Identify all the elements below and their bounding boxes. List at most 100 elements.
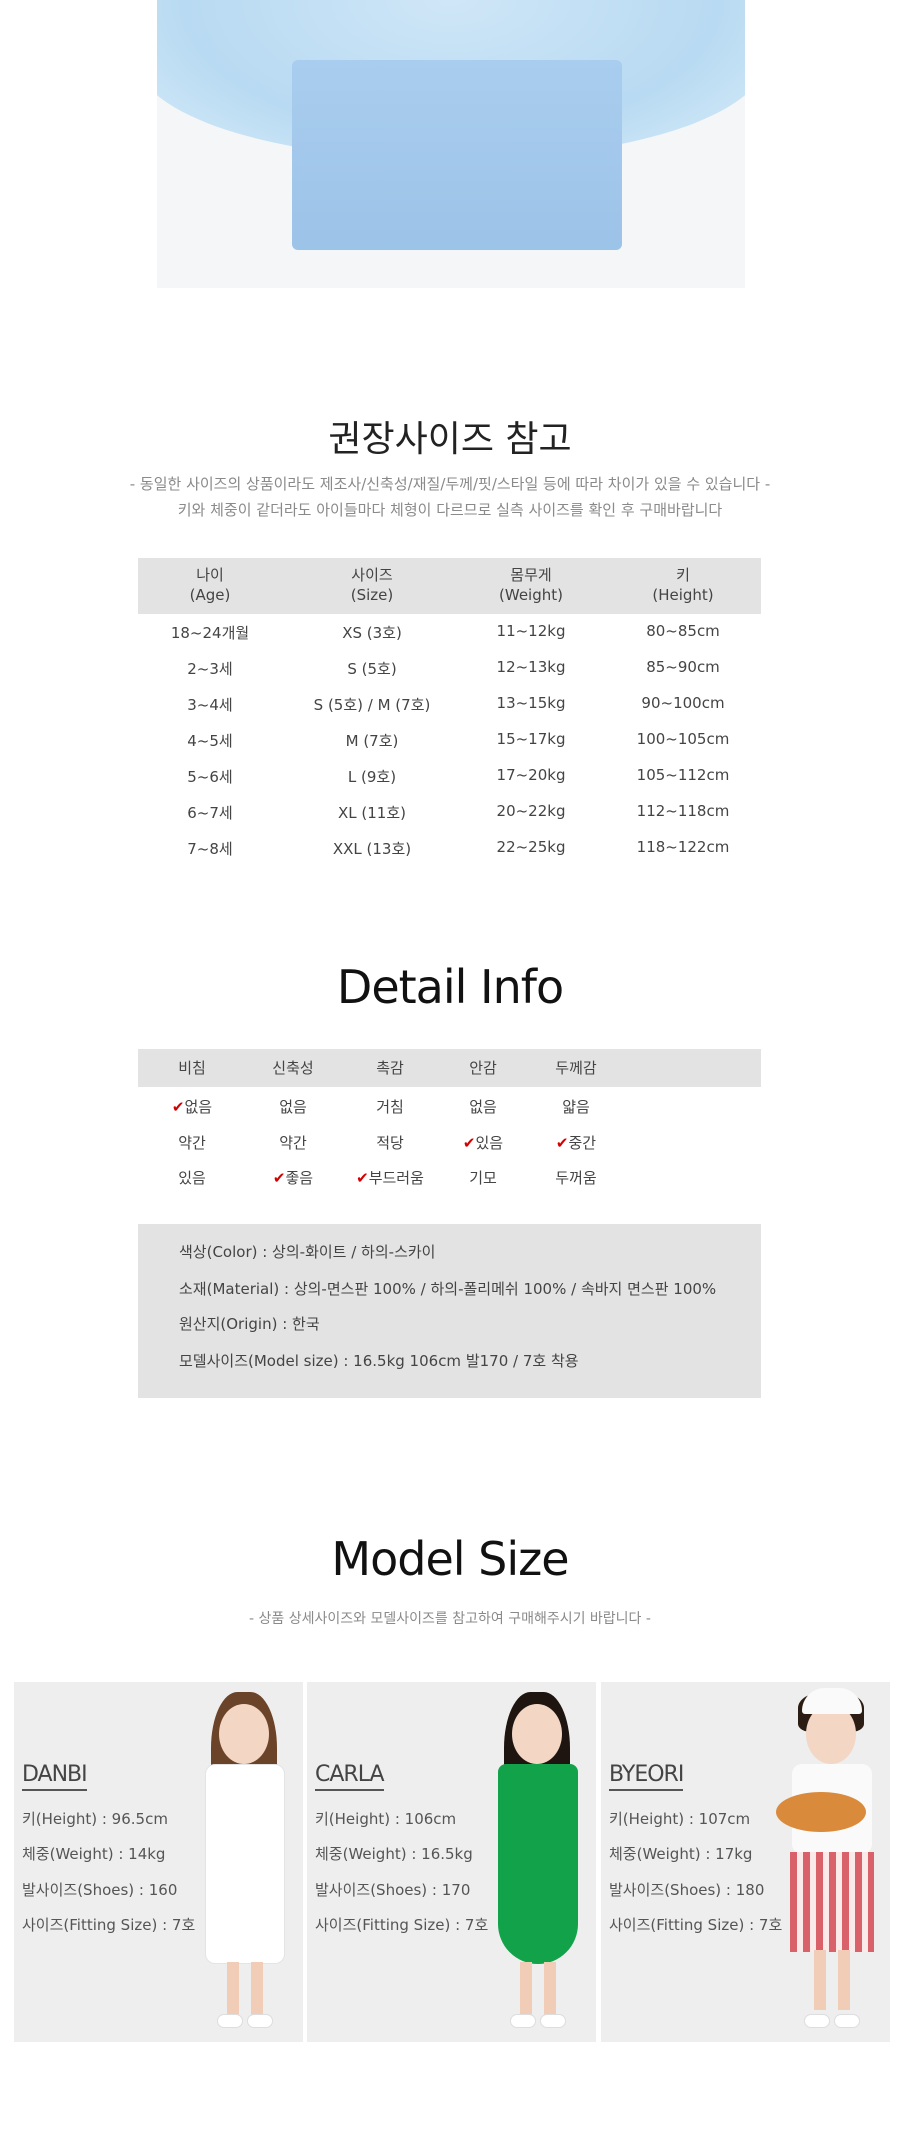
recommended-size-note-2: 키와 체중이 같더라도 아이들마다 체형이 다르므로 실측 사이즈를 확인 후 …: [177, 501, 723, 519]
option-label: 없음: [184, 1098, 213, 1116]
size-table-cell: 85~90cm: [646, 658, 720, 676]
model-shoes: 발사이즈(Shoes) : 160: [22, 1881, 178, 1899]
detail-option: 없음: [279, 1096, 307, 1117]
header-en: (Height): [652, 586, 714, 604]
size-table-cell: S (5호) / M (7호): [313, 696, 431, 714]
size-table-cell: 12~13kg: [496, 658, 566, 676]
option-label: 적당: [376, 1134, 404, 1152]
size-table-header-cell: 나이 (Age): [190, 565, 231, 605]
header-en: (Age): [189, 586, 231, 604]
model-height: 키(Height) : 107cm: [609, 1810, 751, 1828]
detail-option-selected: ✔좋음: [273, 1167, 313, 1188]
detail-option: 없음: [469, 1096, 497, 1117]
option-label: 약간: [279, 1134, 307, 1152]
recommended-size-title: 권장사이즈 참고: [328, 419, 572, 460]
detail-option: 얇음: [562, 1096, 590, 1117]
info-color: 색상(Color) : 상의-화이트 / 하의-스카이: [179, 1243, 436, 1261]
size-table-cell: S (5호): [347, 660, 397, 678]
detail-option-selected: ✔중간: [556, 1132, 596, 1153]
option-label: 부드러움: [368, 1169, 424, 1187]
size-table-header: [138, 558, 761, 614]
size-table-cell: M (7호): [345, 732, 399, 750]
option-label: 없음: [279, 1098, 307, 1116]
size-table-cell: 11~12kg: [496, 622, 566, 640]
detail-option-selected: ✔없음: [172, 1096, 212, 1117]
checkmark-icon: ✔: [171, 1098, 185, 1116]
product-photo-shorts: [157, 0, 745, 288]
option-label: 얇음: [562, 1098, 590, 1116]
checkmark-icon: ✔: [272, 1169, 286, 1187]
model-weight: 체중(Weight) : 16.5kg: [315, 1845, 473, 1863]
model-height: 키(Height) : 106cm: [315, 1810, 457, 1828]
product-info-box: 색상(Color) : 상의-화이트 / 하의-스카이 소재(Material)…: [138, 1224, 761, 1398]
size-table-cell: 3~4세: [187, 696, 233, 714]
detail-option: 두꺼움: [555, 1167, 596, 1188]
checkmark-icon: ✔: [555, 1134, 569, 1152]
detail-option: 기모: [469, 1167, 497, 1188]
model-card-carla: CARLA 키(Height) : 106cm 체중(Weight) : 16.…: [307, 1682, 596, 2042]
size-table-cell: 7~8세: [187, 840, 233, 858]
model-size-title: Model Size: [331, 1532, 569, 1586]
header-en: (Weight): [499, 586, 563, 604]
size-table-cell: 18~24개월: [170, 624, 250, 642]
detail-header-cell: 촉감: [376, 1059, 404, 1077]
option-label: 거침: [376, 1098, 404, 1116]
header-ko: 사이즈: [351, 566, 393, 584]
option-label: 중간: [568, 1134, 597, 1152]
header-ko: 나이: [196, 566, 224, 584]
header-en: (Size): [350, 586, 394, 604]
detail-option: 약간: [178, 1132, 206, 1153]
size-table-cell: 2~3세: [187, 660, 233, 678]
size-table-cell: 118~122cm: [636, 838, 730, 856]
model-photo: [482, 1692, 592, 2037]
size-table-cell: XXL (13호): [332, 840, 412, 858]
option-label: 없음: [469, 1098, 497, 1116]
model-fitting-size: 사이즈(Fitting Size) : 7호: [609, 1916, 783, 1934]
size-table-cell: L (9호): [347, 768, 397, 786]
size-table-header-cell: 사이즈 (Size): [351, 565, 394, 605]
detail-header-cell: 비침: [178, 1059, 206, 1077]
model-height: 키(Height) : 96.5cm: [22, 1810, 168, 1828]
model-name: BYEORI: [609, 1762, 684, 1791]
info-origin: 원산지(Origin) : 한국: [179, 1315, 320, 1333]
size-table-cell: 100~105cm: [636, 730, 730, 748]
option-label: 있음: [178, 1169, 206, 1187]
recommended-size-note-1: - 동일한 사이즈의 상품이라도 제조사/신축성/재질/두께/핏/스타일 등에 …: [129, 475, 771, 493]
detail-header-cell: 안감: [469, 1059, 497, 1077]
size-table-cell: 20~22kg: [496, 802, 566, 820]
detail-option-selected: ✔부드러움: [356, 1167, 424, 1188]
model-card-byeori: BYEORI 키(Height) : 107cm 체중(Weight) : 17…: [601, 1682, 890, 2042]
header-ko: 키: [676, 566, 690, 584]
model-name: CARLA: [315, 1762, 385, 1791]
model-weight: 체중(Weight) : 14kg: [22, 1845, 166, 1863]
model-weight: 체중(Weight) : 17kg: [609, 1845, 753, 1863]
size-table-header-cell: 몸무게 (Weight): [499, 565, 563, 605]
model-card-danbi: DANBI 키(Height) : 96.5cm 체중(Weight) : 14…: [14, 1682, 303, 2042]
size-table-cell: 80~85cm: [646, 622, 720, 640]
size-table-cell: 15~17kg: [496, 730, 566, 748]
detail-table-header: [138, 1049, 761, 1087]
detail-info-title: Detail Info: [336, 960, 564, 1014]
model-shoes: 발사이즈(Shoes) : 180: [609, 1881, 765, 1899]
size-table-cell: 5~6세: [187, 768, 233, 786]
option-label: 두꺼움: [555, 1169, 597, 1187]
detail-header-cell: 신축성: [272, 1059, 314, 1077]
model-size-subtitle: - 상품 상세사이즈와 모델사이즈를 참고하여 구매해주시기 바랍니다 -: [249, 1611, 651, 1627]
size-table-cell: XS (3호): [342, 624, 402, 642]
header-ko: 몸무게: [510, 566, 552, 584]
size-table-cell: 112~118cm: [636, 802, 730, 820]
size-table-cell: 6~7세: [187, 804, 233, 822]
detail-option: 거침: [376, 1096, 404, 1117]
model-photo: [776, 1688, 886, 2037]
size-table-header-cell: 키 (Height): [652, 565, 713, 605]
size-table-cell: 105~112cm: [636, 766, 730, 784]
size-table-cell: 22~25kg: [496, 838, 566, 856]
size-table-cell: 17~20kg: [496, 766, 566, 784]
info-model-size: 모델사이즈(Model size) : 16.5kg 106cm 발170 / …: [179, 1352, 579, 1370]
model-name: DANBI: [22, 1762, 88, 1791]
detail-option: 약간: [279, 1132, 307, 1153]
model-shoes: 발사이즈(Shoes) : 170: [315, 1881, 471, 1899]
model-photo: [189, 1692, 299, 2037]
option-label: 약간: [178, 1134, 206, 1152]
detail-option: 있음: [178, 1167, 206, 1188]
